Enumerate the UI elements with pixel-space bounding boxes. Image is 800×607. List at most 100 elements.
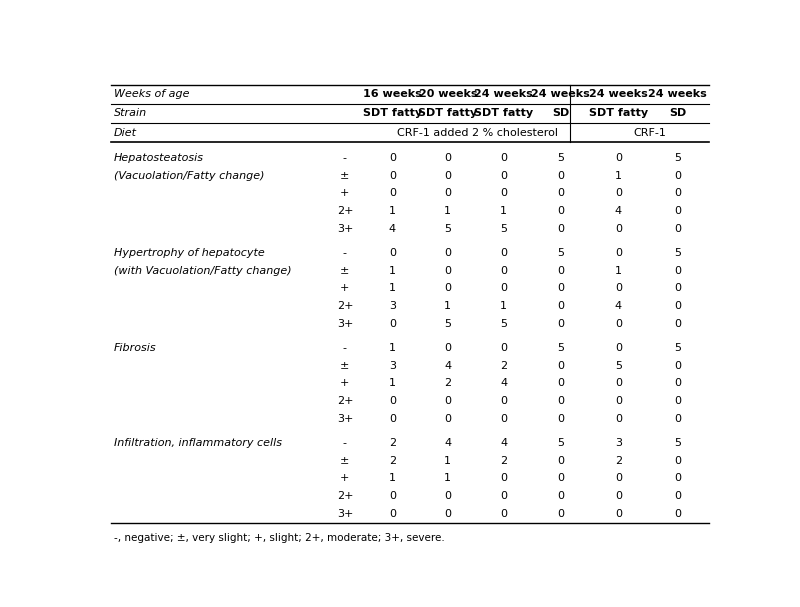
Text: 2: 2 xyxy=(500,456,507,466)
Text: 5: 5 xyxy=(674,343,682,353)
Text: Infiltration, inflammatory cells: Infiltration, inflammatory cells xyxy=(114,438,282,448)
Text: 1: 1 xyxy=(615,266,622,276)
Text: 0: 0 xyxy=(557,319,564,328)
Text: 24 weeks: 24 weeks xyxy=(531,89,590,99)
Text: 0: 0 xyxy=(615,509,622,519)
Text: 0: 0 xyxy=(444,266,451,276)
Text: 0: 0 xyxy=(557,223,564,234)
Text: 0: 0 xyxy=(557,283,564,293)
Text: 3: 3 xyxy=(615,438,622,448)
Text: 1: 1 xyxy=(389,378,396,388)
Text: 0: 0 xyxy=(557,396,564,406)
Text: 0: 0 xyxy=(615,319,622,328)
Text: 0: 0 xyxy=(500,283,507,293)
Text: 0: 0 xyxy=(615,378,622,388)
Text: 0: 0 xyxy=(674,491,682,501)
Text: 20 weeks: 20 weeks xyxy=(418,89,477,99)
Text: 0: 0 xyxy=(557,188,564,198)
Text: 0: 0 xyxy=(674,206,682,216)
Text: 0: 0 xyxy=(615,491,622,501)
Text: 0: 0 xyxy=(500,473,507,483)
Text: 1: 1 xyxy=(615,171,622,181)
Text: 3+: 3+ xyxy=(337,509,353,519)
Text: 2: 2 xyxy=(500,361,507,371)
Text: 4: 4 xyxy=(444,438,451,448)
Text: 0: 0 xyxy=(557,301,564,311)
Text: 2: 2 xyxy=(389,438,396,448)
Text: 24 weeks: 24 weeks xyxy=(649,89,707,99)
Text: 0: 0 xyxy=(674,473,682,483)
Text: 5: 5 xyxy=(444,223,451,234)
Text: 5: 5 xyxy=(674,248,682,258)
Text: 1: 1 xyxy=(389,266,396,276)
Text: 0: 0 xyxy=(500,396,507,406)
Text: 0: 0 xyxy=(557,473,564,483)
Text: 5: 5 xyxy=(444,319,451,328)
Text: 4: 4 xyxy=(614,301,622,311)
Text: 0: 0 xyxy=(557,266,564,276)
Text: 0: 0 xyxy=(557,361,564,371)
Text: 1: 1 xyxy=(500,301,507,311)
Text: 5: 5 xyxy=(557,438,564,448)
Text: 5: 5 xyxy=(500,223,507,234)
Text: 1: 1 xyxy=(389,343,396,353)
Text: 2: 2 xyxy=(614,456,622,466)
Text: 0: 0 xyxy=(557,206,564,216)
Text: Weeks of age: Weeks of age xyxy=(114,89,189,99)
Text: 0: 0 xyxy=(674,266,682,276)
Text: 0: 0 xyxy=(674,283,682,293)
Text: 0: 0 xyxy=(674,361,682,371)
Text: 0: 0 xyxy=(557,491,564,501)
Text: Hypertrophy of hepatocyte: Hypertrophy of hepatocyte xyxy=(114,248,264,258)
Text: 1: 1 xyxy=(444,206,451,216)
Text: 0: 0 xyxy=(557,456,564,466)
Text: 0: 0 xyxy=(615,473,622,483)
Text: 0: 0 xyxy=(615,414,622,424)
Text: 0: 0 xyxy=(389,491,396,501)
Text: 0: 0 xyxy=(500,248,507,258)
Text: 0: 0 xyxy=(444,509,451,519)
Text: 5: 5 xyxy=(674,153,682,163)
Text: 3+: 3+ xyxy=(337,414,353,424)
Text: 0: 0 xyxy=(444,188,451,198)
Text: 0: 0 xyxy=(615,223,622,234)
Text: 0: 0 xyxy=(389,248,396,258)
Text: 0: 0 xyxy=(389,396,396,406)
Text: 0: 0 xyxy=(389,509,396,519)
Text: 1: 1 xyxy=(389,283,396,293)
Text: 0: 0 xyxy=(500,414,507,424)
Text: 1: 1 xyxy=(444,473,451,483)
Text: 1: 1 xyxy=(444,456,451,466)
Text: 5: 5 xyxy=(557,248,564,258)
Text: 0: 0 xyxy=(500,343,507,353)
Text: 0: 0 xyxy=(615,283,622,293)
Text: 5: 5 xyxy=(674,438,682,448)
Text: -: - xyxy=(343,343,347,353)
Text: 1: 1 xyxy=(389,473,396,483)
Text: +: + xyxy=(340,473,350,483)
Text: 0: 0 xyxy=(615,188,622,198)
Text: ±: ± xyxy=(340,266,350,276)
Text: 2: 2 xyxy=(389,456,396,466)
Text: 0: 0 xyxy=(444,414,451,424)
Text: 0: 0 xyxy=(557,509,564,519)
Text: 0: 0 xyxy=(674,509,682,519)
Text: 3+: 3+ xyxy=(337,223,353,234)
Text: 2+: 2+ xyxy=(337,396,353,406)
Text: 5: 5 xyxy=(557,343,564,353)
Text: ±: ± xyxy=(340,456,350,466)
Text: -, negative; ±, very slight; +, slight; 2+, moderate; 3+, severe.: -, negative; ±, very slight; +, slight; … xyxy=(114,532,444,543)
Text: 0: 0 xyxy=(557,414,564,424)
Text: 4: 4 xyxy=(500,438,507,448)
Text: 4: 4 xyxy=(500,378,507,388)
Text: 0: 0 xyxy=(500,153,507,163)
Text: 2: 2 xyxy=(444,378,451,388)
Text: ±: ± xyxy=(340,171,350,181)
Text: 0: 0 xyxy=(557,378,564,388)
Text: 3: 3 xyxy=(389,361,396,371)
Text: 0: 0 xyxy=(674,456,682,466)
Text: 0: 0 xyxy=(500,491,507,501)
Text: 0: 0 xyxy=(615,343,622,353)
Text: SDT fatty: SDT fatty xyxy=(362,109,422,118)
Text: 0: 0 xyxy=(444,283,451,293)
